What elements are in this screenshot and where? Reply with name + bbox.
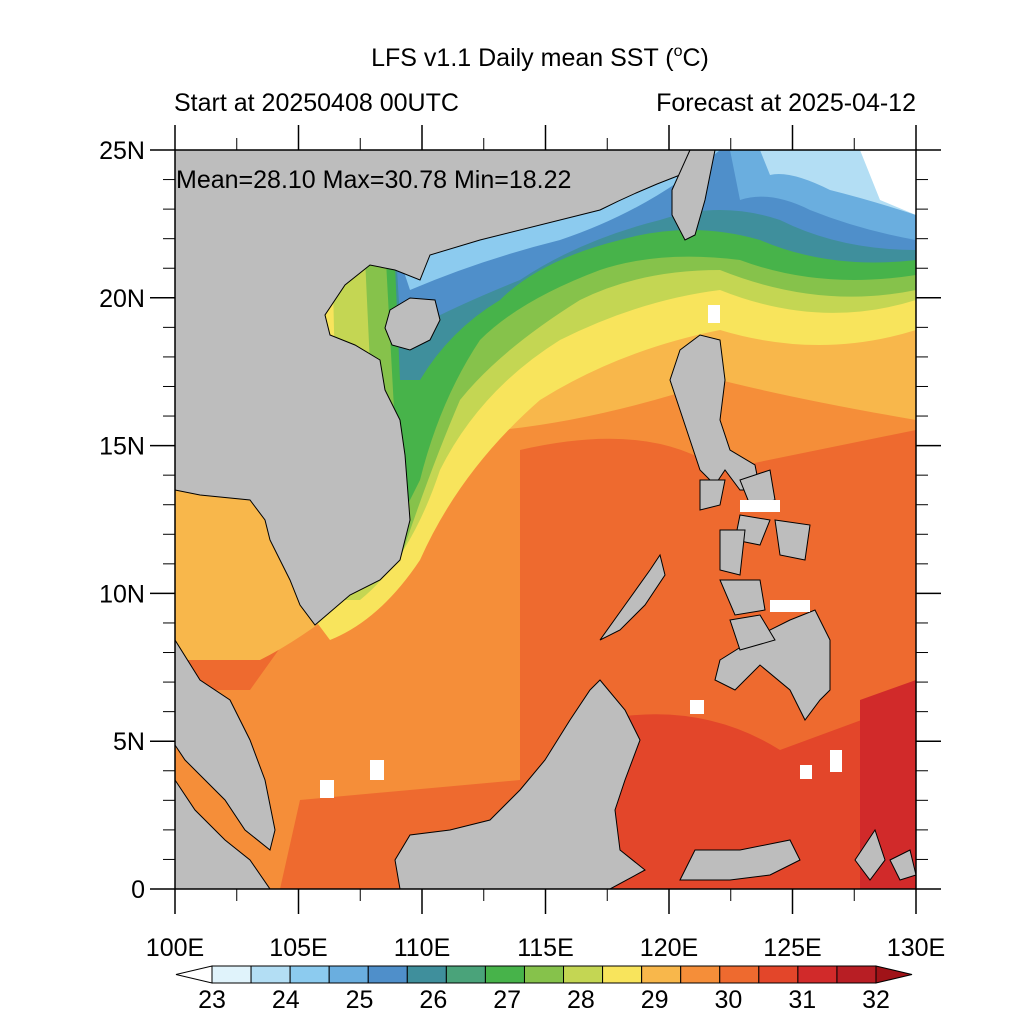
colorbar-label: 27	[493, 986, 521, 1014]
colorbar-label: 24	[272, 986, 300, 1014]
colorbar-label: 28	[567, 986, 595, 1014]
lon-tick-label: 120E	[640, 934, 698, 962]
latitude-axis: 25N 20N 15N 10N 5N 0	[99, 137, 941, 904]
lon-tick-label: 115E	[517, 934, 574, 962]
colorbar-swatch	[797, 965, 838, 984]
colorbar-swatch	[367, 965, 408, 984]
colorbar-swatch	[680, 965, 721, 984]
lon-tick-label: 110E	[394, 934, 451, 962]
lat-tick-label: 15N	[99, 433, 145, 461]
sst-field	[175, 150, 916, 889]
colorbar-swatch	[406, 965, 447, 984]
colorbar-swatch	[563, 965, 604, 984]
lat-tick-label: 5N	[113, 728, 145, 756]
colorbar-swatch	[836, 965, 877, 984]
forecast-time-label: Forecast at 2025-04-12	[656, 89, 916, 117]
colorbar-label: 30	[715, 986, 743, 1014]
colorbar-label: 25	[346, 986, 374, 1014]
stats-label: Mean=28.10 Max=30.78 Min=18.22	[176, 166, 571, 194]
colorbar-label: 32	[862, 986, 890, 1014]
colorbar-label: 26	[419, 986, 447, 1014]
colorbar-swatch	[523, 965, 565, 984]
lat-tick-label: 10N	[99, 580, 145, 608]
lon-tick-label: 100E	[146, 934, 204, 962]
colorbar-swatch	[602, 965, 643, 984]
colorbar-swatch	[445, 965, 486, 984]
colorbar-swatch	[719, 965, 760, 984]
colorbar	[175, 965, 913, 984]
lat-tick-label: 20N	[99, 285, 145, 313]
lat-tick-label: 25N	[99, 137, 145, 165]
colorbar-swatch	[758, 965, 799, 984]
colorbar-label: 29	[641, 986, 669, 1014]
start-time-label: Start at 20250408 00UTC	[174, 89, 459, 117]
colorbar-right-arrow	[875, 965, 913, 984]
colorbar-label: 31	[788, 986, 816, 1014]
colorbar-swatch	[641, 965, 682, 984]
colorbar-swatch	[484, 965, 525, 984]
lon-tick-label: 105E	[269, 934, 327, 962]
missing-data-patches	[320, 305, 842, 798]
lon-tick-label: 130E	[887, 934, 945, 962]
colorbar-label: 23	[198, 986, 226, 1014]
colorbar-left-arrow	[175, 965, 213, 984]
map-title: LFS v1.1 Daily mean SST (oC)	[371, 43, 709, 72]
colorbar-swatch	[289, 965, 330, 984]
colorbar-swatch	[211, 965, 252, 984]
colorbar-swatch	[250, 965, 291, 984]
longitude-axis: 100E 105E 110E 115E 120E 125E 130E	[146, 125, 945, 962]
lat-tick-label: 0	[131, 876, 145, 904]
lon-tick-label: 125E	[763, 934, 821, 962]
colorbar-swatch	[328, 965, 369, 984]
colorbar-labels: 23 24 25 26 27 28 29 30 31 32	[198, 986, 890, 1014]
